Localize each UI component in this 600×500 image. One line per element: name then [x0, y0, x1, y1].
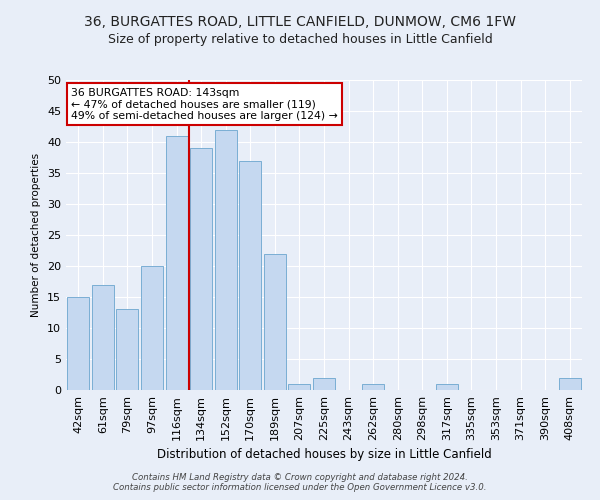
Bar — [166, 136, 188, 390]
X-axis label: Distribution of detached houses by size in Little Canfield: Distribution of detached houses by size … — [157, 448, 491, 462]
Bar — [92, 284, 114, 390]
Bar — [313, 378, 335, 390]
Text: 36, BURGATTES ROAD, LITTLE CANFIELD, DUNMOW, CM6 1FW: 36, BURGATTES ROAD, LITTLE CANFIELD, DUN… — [84, 15, 516, 29]
Bar — [436, 384, 458, 390]
Bar — [215, 130, 237, 390]
Text: 36 BURGATTES ROAD: 143sqm
← 47% of detached houses are smaller (119)
49% of semi: 36 BURGATTES ROAD: 143sqm ← 47% of detac… — [71, 88, 338, 121]
Y-axis label: Number of detached properties: Number of detached properties — [31, 153, 41, 317]
Bar — [190, 148, 212, 390]
Text: Size of property relative to detached houses in Little Canfield: Size of property relative to detached ho… — [107, 32, 493, 46]
Bar — [362, 384, 384, 390]
Bar — [289, 384, 310, 390]
Bar — [559, 378, 581, 390]
Bar — [67, 297, 89, 390]
Bar — [141, 266, 163, 390]
Bar — [264, 254, 286, 390]
Bar — [239, 160, 262, 390]
Bar — [116, 310, 139, 390]
Text: Contains HM Land Registry data © Crown copyright and database right 2024.
Contai: Contains HM Land Registry data © Crown c… — [113, 473, 487, 492]
